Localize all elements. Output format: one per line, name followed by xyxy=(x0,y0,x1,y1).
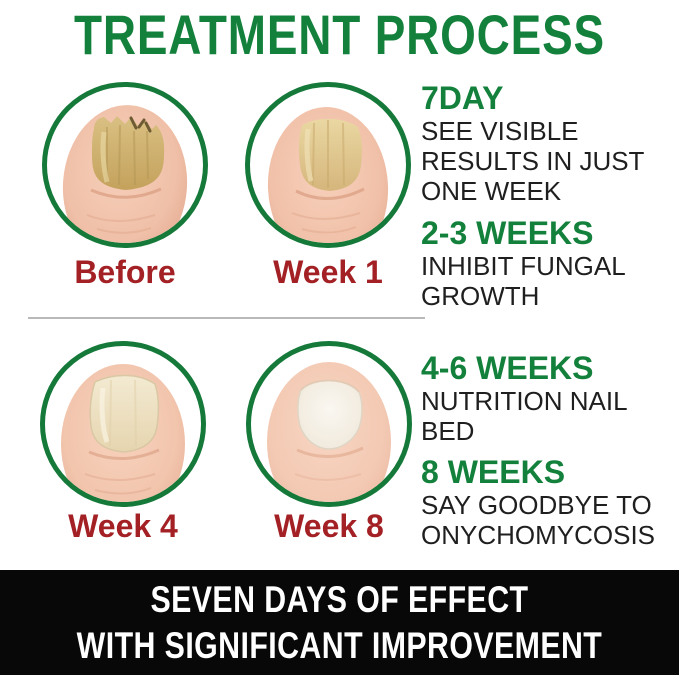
milestone-heading: 2-3 WEEKS xyxy=(421,215,594,251)
stage-label-week-1: Week 1 xyxy=(273,254,383,290)
milestone-heading: 8 WEEKS xyxy=(421,454,566,490)
week-1-photo-circle xyxy=(245,82,411,248)
footer-line-1: SEVEN DAYS OF EFFECT xyxy=(150,578,529,620)
before-photo-circle xyxy=(42,82,208,248)
page-title: TREATMENT PROCESS xyxy=(73,3,605,66)
healthy-toe-week-8-image xyxy=(267,362,391,502)
footer-line-2: WITH SIGNIFICANT IMPROVEMENT xyxy=(76,624,603,666)
milestone-description: INHIBIT FUNGAL GROWTH xyxy=(421,251,625,311)
milestone-description: SAY GOODBYE TO ONYCHOMYCOSIS xyxy=(421,490,656,550)
toe-week-1-image xyxy=(267,107,389,243)
week-4-photo-circle xyxy=(40,341,206,507)
stage-label-before: Before xyxy=(74,254,176,290)
milestone-7day: 7DAY SEE VISIBLE RESULTS IN JUST ONE WEE… xyxy=(421,80,677,206)
stage-label-week-4: Week 4 xyxy=(68,508,178,544)
milestone-heading: 7DAY xyxy=(421,80,504,116)
section-divider xyxy=(28,317,425,319)
infected-toe-before-image xyxy=(62,105,188,243)
milestone-heading: 4-6 WEEKS xyxy=(421,350,594,386)
milestone-4-6-weeks: 4-6 WEEKS NUTRITION NAIL BED xyxy=(421,350,677,446)
milestone-description: SEE VISIBLE RESULTS IN JUST ONE WEEK xyxy=(421,116,644,206)
week-8-photo-circle xyxy=(246,341,412,507)
stage-label-week-8: Week 8 xyxy=(274,508,384,544)
milestone-8-weeks: 8 WEEKS SAY GOODBYE TO ONYCHOMYCOSIS xyxy=(421,454,677,550)
toe-week-4-image xyxy=(61,364,185,502)
footer-banner: SEVEN DAYS OF EFFECT WITH SIGNIFICANT IM… xyxy=(0,570,679,675)
milestone-description: NUTRITION NAIL BED xyxy=(421,386,627,446)
milestone-2-3-weeks: 2-3 WEEKS INHIBIT FUNGAL GROWTH xyxy=(421,215,677,311)
